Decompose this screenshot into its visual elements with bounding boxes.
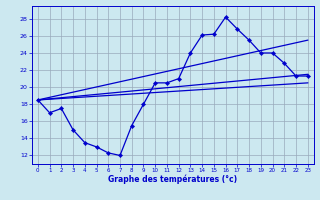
X-axis label: Graphe des températures (°c): Graphe des températures (°c) [108, 175, 237, 184]
